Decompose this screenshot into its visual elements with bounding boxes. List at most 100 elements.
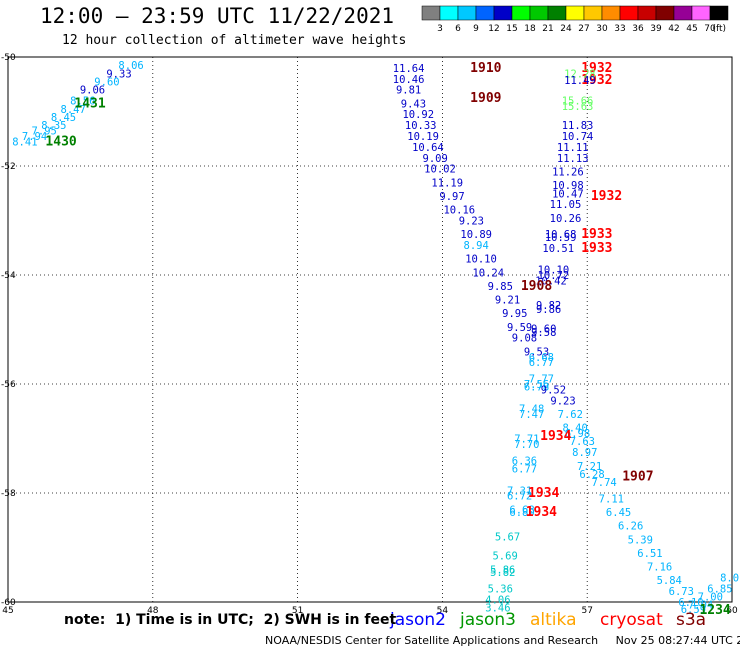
wave-height-label: 7.16 — [647, 562, 672, 574]
colorbar-swatch — [421, 5, 441, 21]
wave-height-label: 6.77 — [529, 357, 554, 369]
wave-height-label: 11.11 — [557, 142, 589, 154]
legend-altika: altika — [530, 610, 577, 630]
wave-height-label: 8.0 — [720, 572, 739, 584]
satellite-legend: jason2 jason3 altika cryosat s3a — [389, 610, 706, 630]
wave-height-label: 9.06 — [80, 85, 105, 97]
wave-height-label: 9.60 — [94, 77, 119, 89]
wave-height-label: 11.05 — [550, 199, 582, 211]
colorbar-swatch — [565, 5, 585, 21]
y-tick-label: -54 — [1, 271, 16, 281]
colorbar-tick-label: 9 — [473, 24, 479, 34]
colorbar-swatch — [493, 5, 513, 21]
colorbar-tick-label: 18 — [524, 24, 536, 34]
wave-height-label: 6.77 — [512, 463, 537, 475]
colorbar-swatch — [475, 5, 495, 21]
wave-height-label: 9.43 — [401, 98, 426, 110]
time-label: 1910 — [470, 61, 501, 76]
timestamp: Nov 25 08:27:44 UTC 2021 — [615, 634, 740, 647]
wave-height-label: 7.63 — [570, 436, 595, 448]
wave-height-label: 6.68 — [529, 352, 554, 364]
x-tick-label: 60 — [726, 606, 738, 616]
wave-height-label: 8.47 — [61, 104, 86, 116]
wave-height-label: 9.86 — [536, 304, 561, 316]
y-tick-label: -60 — [1, 598, 16, 608]
credit-text: NOAA/NESDIS Center for Satellite Applica… — [265, 634, 599, 647]
colorbar-swatch — [619, 5, 639, 21]
wave-height-label: 8.94 — [464, 240, 489, 252]
wave-height-label: 10.89 — [460, 229, 492, 241]
wave-height-label: 10.33 — [405, 120, 437, 132]
footnote: note: 1) Time is in UTC; 2) SWH is in fe… — [64, 612, 397, 628]
colorbar-tick-label: 39 — [650, 24, 662, 34]
wave-height-label: 11.13 — [557, 153, 589, 165]
wave-height-label: 12.28 — [564, 68, 596, 80]
wave-height-label: 10.16 — [443, 205, 475, 217]
time-label: 1934 — [528, 486, 559, 501]
plot-frame — [7, 56, 733, 603]
colorbar-swatch — [529, 5, 549, 21]
colorbar-unit: (ft) — [712, 24, 726, 34]
wave-height-label: 10.51 — [542, 243, 574, 255]
wave-height-label: 7.04 — [688, 600, 713, 612]
wave-height-label: 10.10 — [465, 254, 497, 266]
wave-height-label: 10.46 — [393, 74, 425, 86]
colorbar-swatch — [709, 5, 729, 21]
wave-height-label: 7.95 — [32, 126, 57, 138]
wave-height-label: 7.56 — [524, 379, 549, 391]
wave-height-label: 10.02 — [424, 164, 456, 176]
time-label: 1909 — [470, 91, 501, 106]
time-label: 1932 — [581, 61, 612, 76]
colorbar-swatch — [511, 5, 531, 21]
x-tick-label: 54 — [437, 606, 449, 616]
time-label: 1934 — [540, 429, 571, 444]
wave-height-label: 8.41 — [12, 136, 37, 148]
wave-height-label: 10.98 — [552, 180, 584, 192]
wave-height-label: 9.52 — [541, 384, 566, 396]
wave-height-label: 9.23 — [550, 395, 575, 407]
wave-height-label: 10.42 — [535, 275, 567, 287]
wave-height-label: 10.24 — [472, 267, 504, 279]
wave-height-label: 5.82 — [490, 567, 515, 579]
wave-height-label: 10.47 — [552, 188, 584, 200]
y-tick-label: -56 — [1, 380, 16, 390]
wave-height-label: 10.92 — [402, 109, 434, 121]
chart-title: 12:00 – 23:59 UTC 11/22/2021 — [40, 4, 395, 28]
colorbar-swatch — [601, 5, 621, 21]
legend-jason2: jason2 — [389, 610, 446, 630]
wave-height-label: 11.19 — [431, 177, 463, 189]
wave-height-label: 15.66 — [562, 96, 594, 108]
time-label: 1908 — [521, 279, 552, 294]
wave-height-label: 9.09 — [423, 153, 448, 165]
colorbar-swatch — [637, 5, 657, 21]
colorbar-tick-label: 24 — [560, 24, 572, 34]
credit-line: NOAA/NESDIS Center for Satellite Applica… — [265, 634, 740, 647]
wave-height-label: 11.49 — [564, 75, 596, 87]
wave-height-label: 11.64 — [393, 63, 425, 75]
wave-height-label: 5.84 — [657, 575, 682, 587]
wave-height-label: 10.19 — [407, 131, 439, 143]
legend-s3a: s3a — [676, 610, 706, 630]
wave-height-label: 9.81 — [396, 85, 421, 97]
wave-height-label: 9.58 — [531, 327, 556, 339]
colorbar-swatch — [457, 5, 477, 21]
wave-height-label: 10.74 — [562, 131, 594, 143]
time-label: 1907 — [622, 470, 653, 485]
time-label: 1430 — [45, 134, 76, 149]
colorbar-swatch — [439, 5, 459, 21]
wave-height-label: 9.97 — [439, 191, 464, 203]
wave-height-label: 6.73 — [669, 586, 694, 598]
wave-height-label: 5.69 — [492, 551, 517, 563]
wave-height-label: 9.33 — [106, 68, 131, 80]
wave-height-label: 6.98 — [565, 428, 590, 440]
wave-height-label: 9.53 — [524, 346, 549, 358]
wave-height-label: 6.45 — [606, 507, 631, 519]
colorbar-swatch — [673, 5, 693, 21]
y-tick-label: -50 — [1, 53, 16, 63]
wave-height-label: 9.82 — [536, 300, 561, 312]
colorbar-tick-label: 6 — [455, 24, 461, 34]
time-label: 1933 — [581, 227, 612, 242]
colorbar-tick-label: 33 — [614, 24, 625, 34]
x-tick-label: 57 — [581, 606, 592, 616]
colorbar-tick-label: 21 — [542, 24, 553, 34]
